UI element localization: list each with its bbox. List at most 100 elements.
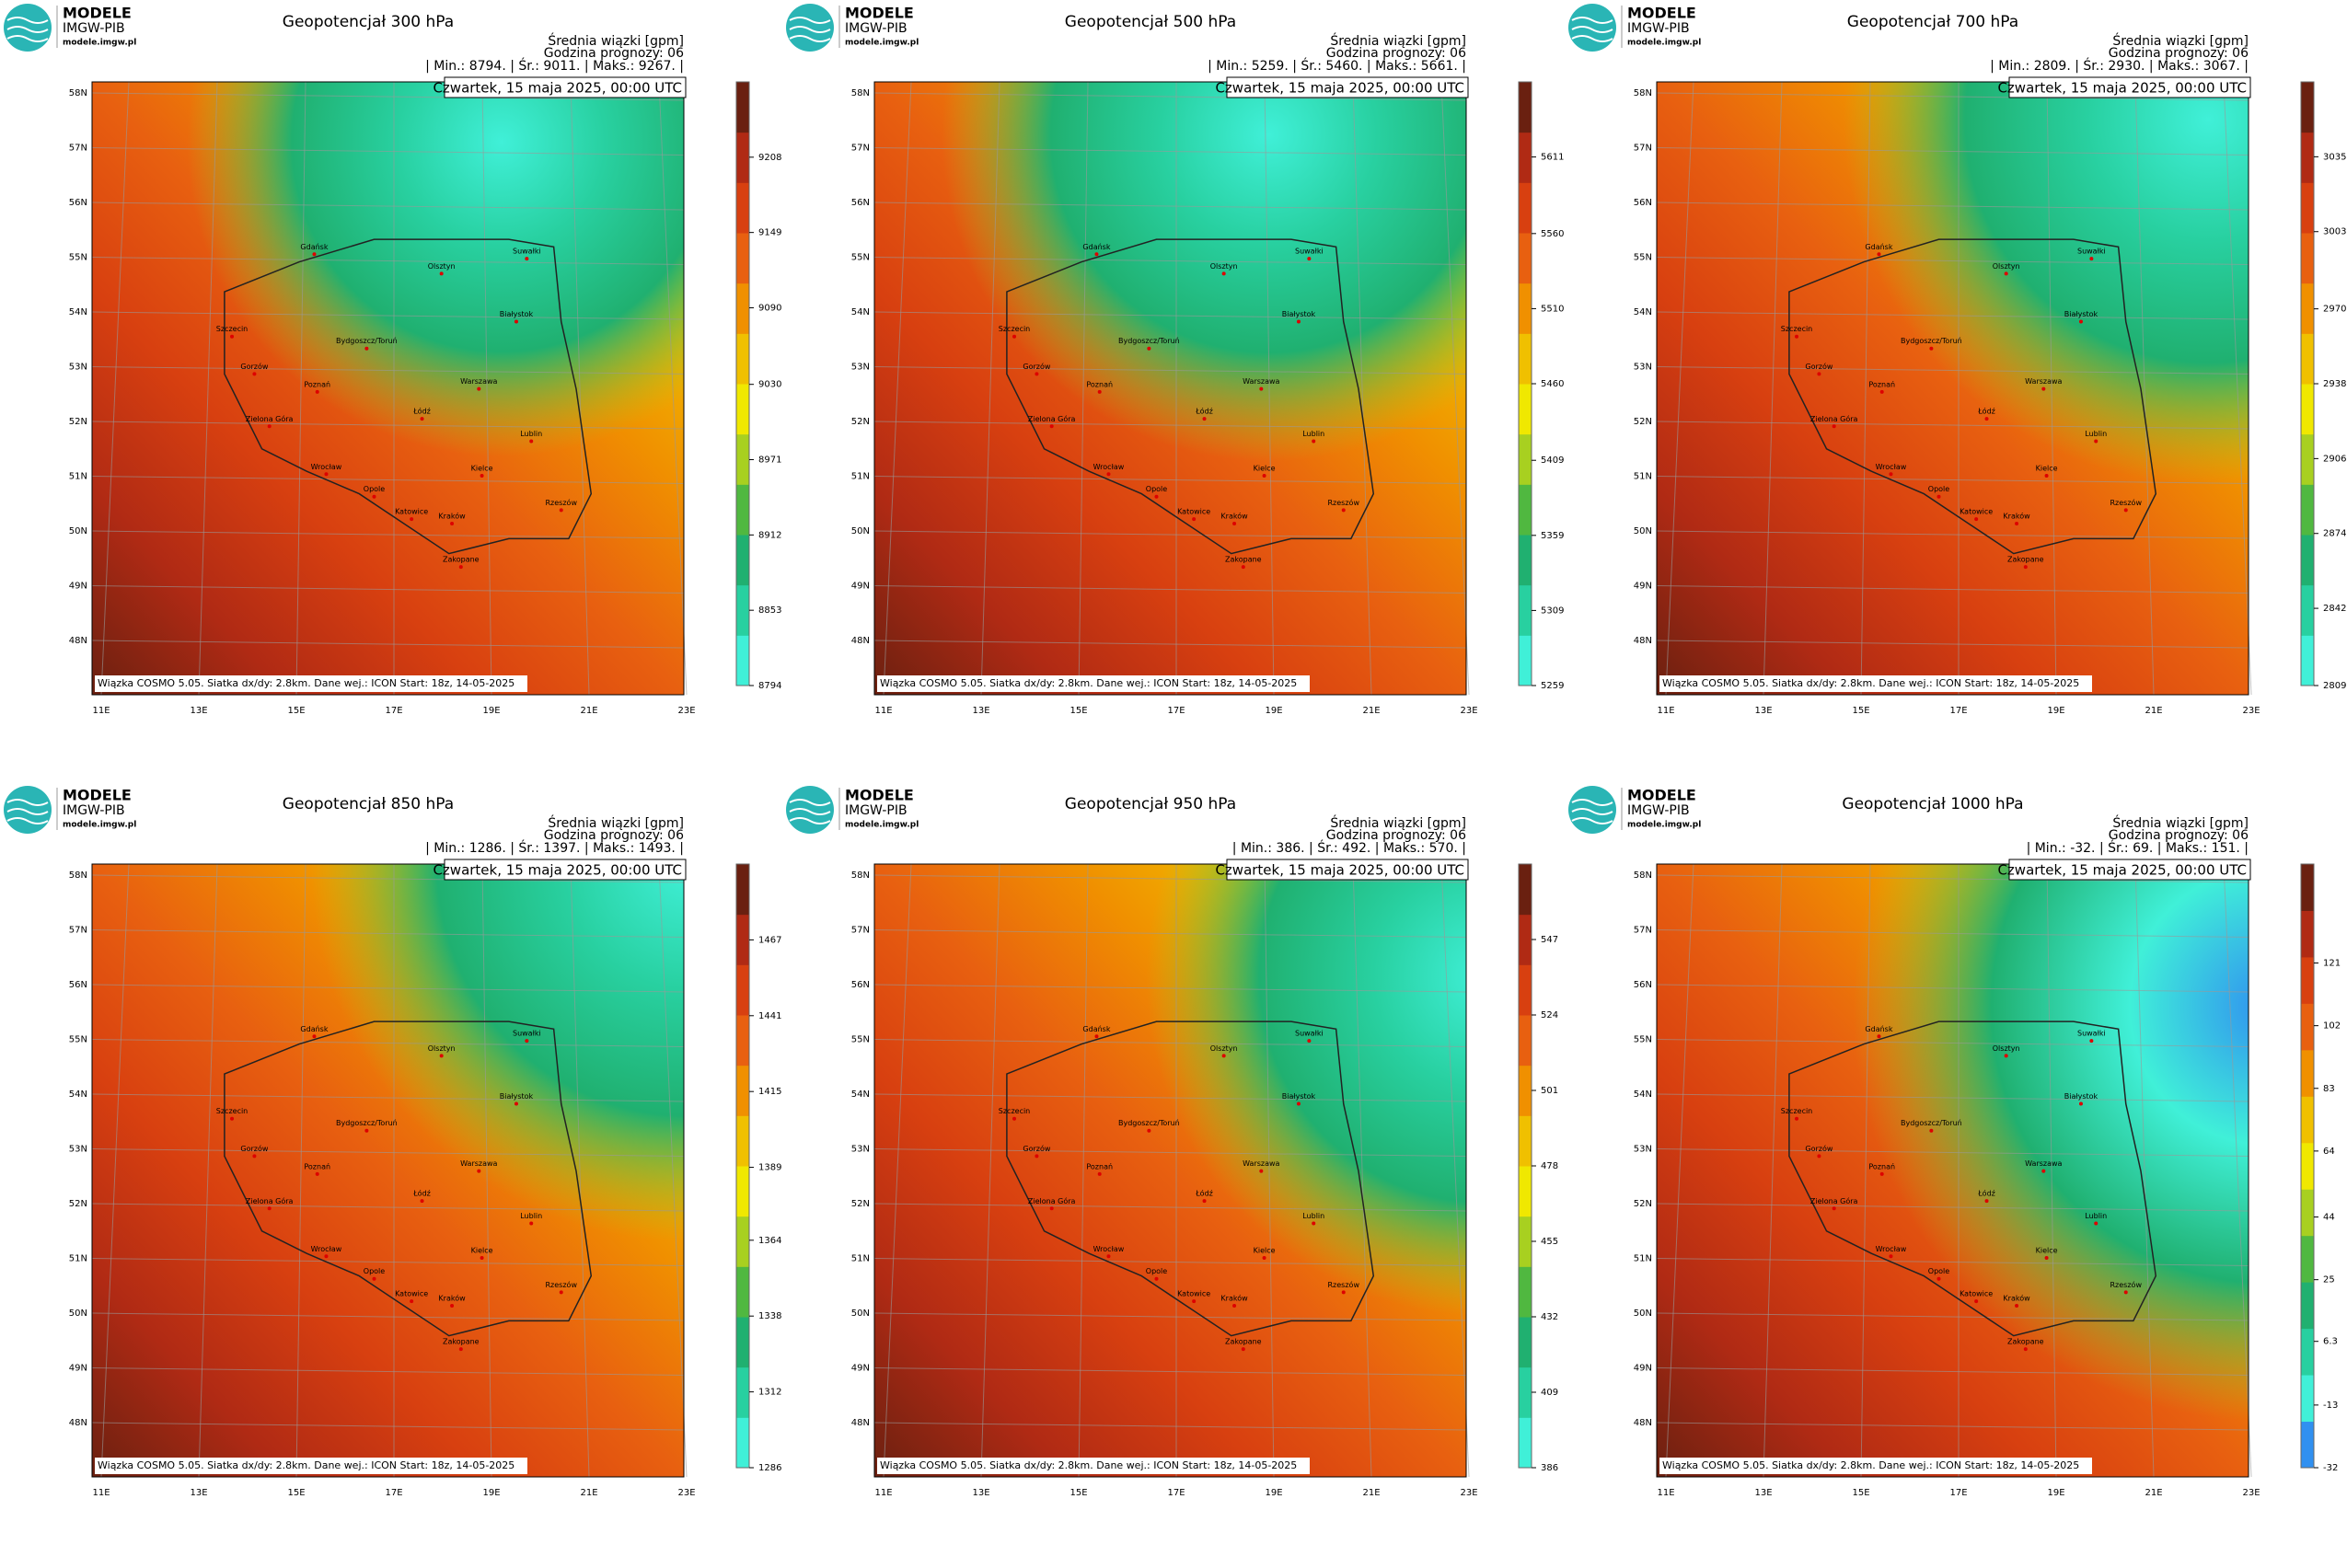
city-label: Olsztyn xyxy=(1993,262,2020,271)
lat-label: 48N xyxy=(69,636,87,646)
city-dot xyxy=(480,1255,484,1260)
colorbar-label: 8971 xyxy=(758,455,781,466)
colorbar-label: 455 xyxy=(1541,1237,1558,1247)
lon-label: 17E xyxy=(1949,1488,1967,1498)
colorbar-segment xyxy=(2301,433,2314,485)
lat-line xyxy=(873,1148,1467,1157)
city-dot xyxy=(324,1254,329,1259)
lat-label: 51N xyxy=(69,1254,87,1264)
city-label: Białystok xyxy=(1282,1092,1316,1101)
city-dot xyxy=(2094,439,2098,444)
city-label: Gorzów xyxy=(240,1144,268,1153)
city-dot xyxy=(2123,1290,2128,1295)
lon-label: 21E xyxy=(2145,1488,2162,1498)
city-dot xyxy=(420,1199,424,1204)
lat-line xyxy=(91,202,685,211)
city-label: Gorzów xyxy=(240,362,268,371)
colorbar-segment xyxy=(1519,484,1532,536)
colorbar-label: 3003 xyxy=(2323,227,2346,237)
lon-label: 17E xyxy=(1167,706,1185,716)
city-dot xyxy=(1312,439,1316,444)
legend-title: Średnia wiązki [gpm] xyxy=(548,32,684,49)
colorbar-frame xyxy=(2300,863,2315,1469)
lat-label: 55N xyxy=(69,1035,87,1045)
city-label: Lublin xyxy=(1302,430,1324,438)
city-label: Poznań xyxy=(1086,380,1113,388)
colorbar-segment xyxy=(736,964,749,1016)
lon-line xyxy=(2223,81,2252,696)
city-dot xyxy=(1832,424,1836,429)
footer: Wiązka COSMO 5.05. Siatka dx/dy: 2.8km. … xyxy=(98,677,514,689)
city-dot xyxy=(1147,346,1151,351)
forecast-hour: Godzina prognozy: 06 xyxy=(1326,828,1466,843)
lat-label: 52N xyxy=(851,1199,870,1209)
city-label: Olsztyn xyxy=(1210,1044,1238,1053)
lat-line xyxy=(1656,147,2249,156)
date: Czwartek, 15 maja 2025, 00:00 UTC xyxy=(1997,80,2247,97)
city-dot xyxy=(2123,508,2128,513)
colorbar-label: 6.3 xyxy=(2323,1337,2338,1347)
city-label: Łódź xyxy=(1977,1189,1995,1198)
colorbar-segment xyxy=(736,535,749,586)
lon-line xyxy=(1860,81,1871,696)
forecast-hour: Godzina prognozy: 06 xyxy=(1326,46,1466,61)
logo xyxy=(1568,4,1616,52)
colorbar-segment xyxy=(2301,1189,2314,1237)
lat-label: 53N xyxy=(851,363,870,373)
colorbar-label: 5259 xyxy=(1541,681,1564,691)
city-dot xyxy=(1937,1276,1941,1281)
date-box xyxy=(1226,859,1469,881)
city-label: Wrocław xyxy=(1876,463,1907,471)
lat-line xyxy=(873,1312,1467,1321)
logo-wave xyxy=(789,35,831,42)
logo-wave xyxy=(1571,35,1613,42)
lat-label: 49N xyxy=(1634,1364,1652,1374)
city-dot xyxy=(420,417,424,421)
date-box xyxy=(2008,859,2251,881)
colorbar-segment xyxy=(2301,1142,2314,1190)
lat-label: 51N xyxy=(1634,1254,1652,1264)
city-label: Opole xyxy=(364,1267,385,1275)
lon-line xyxy=(1264,863,1275,1478)
lat-label: 57N xyxy=(851,144,870,154)
map-frame xyxy=(873,863,1467,1478)
colorbar-segment xyxy=(1519,1015,1532,1066)
city-label: Zakopane xyxy=(1225,556,1262,564)
city-dot xyxy=(477,1169,481,1173)
colorbar-segment xyxy=(2301,384,2314,435)
country-border xyxy=(1006,238,1375,555)
brand-url: modele.imgw.pl xyxy=(845,39,919,48)
lon-label: 17E xyxy=(1949,706,1967,716)
city-dot xyxy=(439,271,444,276)
colorbar-label: 5359 xyxy=(1541,531,1564,541)
city-dot xyxy=(1049,1206,1054,1211)
lat-label: 52N xyxy=(1634,417,1652,427)
lon-label: 19E xyxy=(1265,1488,1282,1498)
colorbar-segment xyxy=(736,1115,749,1167)
colorbar-label: 25 xyxy=(2323,1275,2335,1286)
city-dot xyxy=(315,389,319,394)
lat-line xyxy=(91,1093,685,1102)
brand-org: IMGW-PIB xyxy=(845,21,908,36)
city-dot xyxy=(1012,1116,1017,1121)
city-dot xyxy=(1817,1154,1821,1159)
colorbar-label: 3035 xyxy=(2323,152,2346,162)
city-label: Lublin xyxy=(1302,1212,1324,1220)
city-dot xyxy=(267,424,272,429)
colorbar-segment xyxy=(2301,1003,2314,1051)
city-label: Katowice xyxy=(1960,1290,1993,1298)
colorbar-label: 1467 xyxy=(758,935,781,945)
city-dot xyxy=(450,1303,455,1308)
city-dot xyxy=(1832,1206,1836,1211)
lon-label: 15E xyxy=(1069,1488,1087,1498)
city-label: Opole xyxy=(364,485,385,493)
colorbar-segment xyxy=(1519,635,1532,686)
colorbar-label: 2906 xyxy=(2323,454,2346,464)
lat-line xyxy=(873,874,1467,883)
colorbar-label: 478 xyxy=(1541,1161,1558,1171)
lon-line xyxy=(1665,81,1694,696)
city-label: Łódź xyxy=(1977,407,1995,416)
